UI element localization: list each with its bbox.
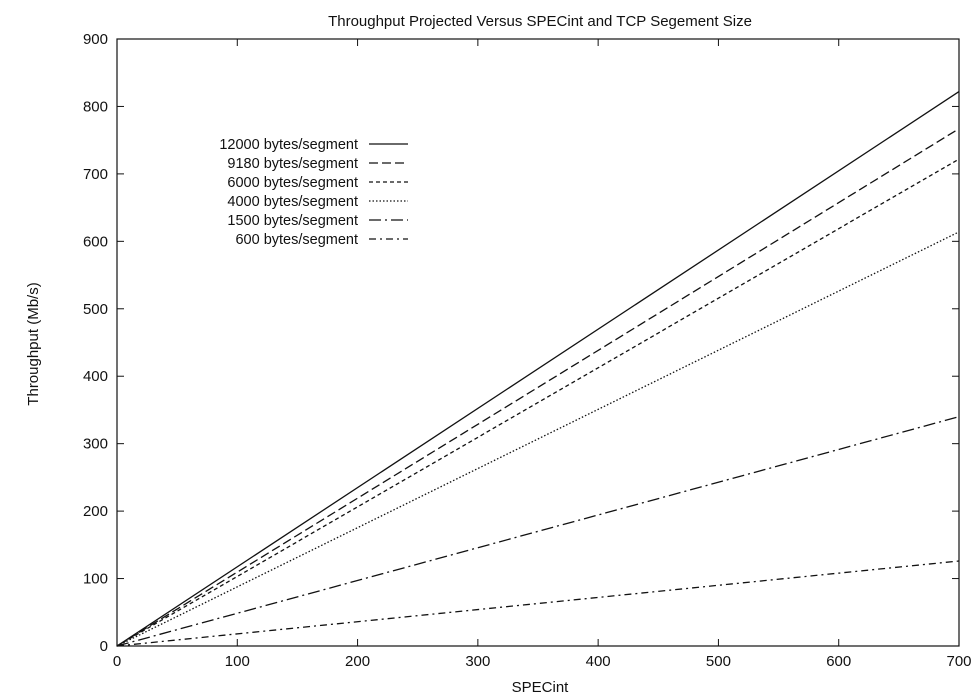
x-tick-label: 600 — [826, 653, 851, 670]
legend-label: 6000 bytes/segment — [227, 175, 358, 191]
x-tick-label: 0 — [113, 653, 121, 670]
series-line — [116, 231, 960, 647]
x-tick-label: 700 — [946, 653, 971, 670]
y-tick-label: 300 — [83, 436, 108, 453]
legend-label: 600 bytes/segment — [235, 232, 358, 248]
legend-label: 4000 bytes/segment — [227, 194, 358, 210]
y-tick-label: 200 — [83, 503, 108, 520]
x-tick-label: 400 — [586, 653, 611, 670]
series-line — [116, 416, 960, 647]
legend: 12000 bytes/segment 9180 bytes/segment 600… — [219, 137, 408, 248]
legend-label: 1500 bytes/segment — [227, 213, 358, 229]
series-line — [116, 91, 960, 647]
x-tick-label: 200 — [345, 653, 370, 670]
legend-label: 12000 bytes/segment — [219, 137, 358, 153]
chart-title: Throughput Projected Versus SPECint and … — [328, 13, 752, 30]
x-tick-label: 300 — [465, 653, 490, 670]
series-line — [116, 158, 960, 647]
y-tick-label: 900 — [83, 31, 108, 48]
axis-ticks: 0 100 200 300 400 500 600 700 0 100 200 300 400 500 60… — [83, 31, 972, 670]
y-tick-label: 400 — [83, 368, 108, 385]
y-tick-label: 600 — [83, 233, 108, 250]
series-line — [116, 128, 960, 647]
y-tick-label: 800 — [83, 98, 108, 115]
y-tick-label: 0 — [100, 638, 108, 655]
series-lines — [116, 91, 960, 647]
series-line — [116, 560, 960, 647]
y-axis-label: Throughput (Mb/s) — [25, 282, 42, 405]
x-tick-label: 500 — [706, 653, 731, 670]
y-tick-label: 500 — [83, 301, 108, 318]
y-tick-label: 100 — [83, 571, 108, 588]
plot-frame — [116, 38, 960, 647]
y-tick-label: 700 — [83, 166, 108, 183]
legend-label: 9180 bytes/segment — [227, 156, 358, 172]
x-tick-label: 100 — [225, 653, 250, 670]
x-axis-label: SPECint — [512, 679, 570, 695]
